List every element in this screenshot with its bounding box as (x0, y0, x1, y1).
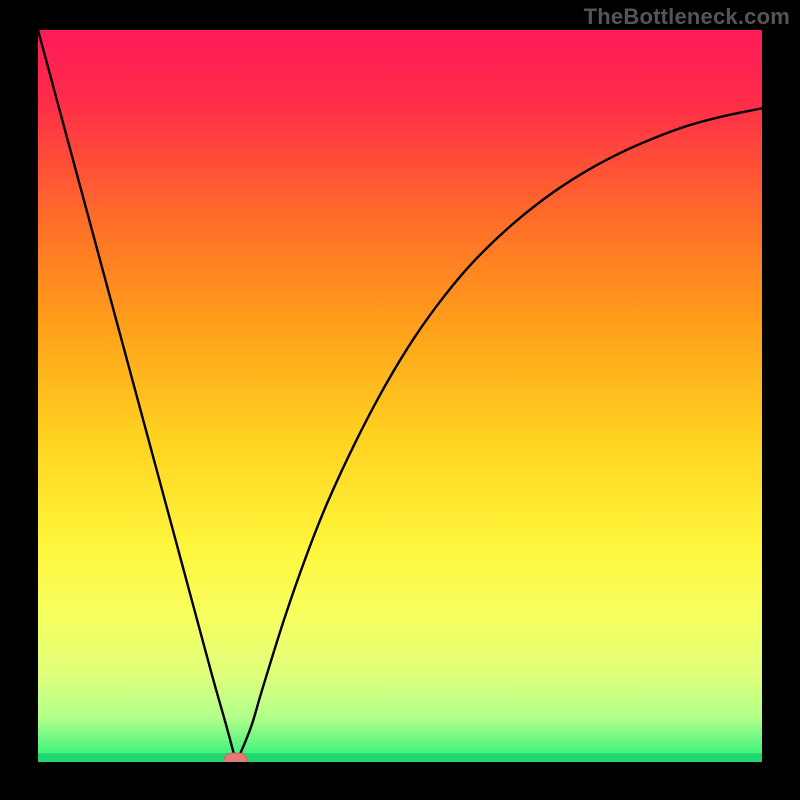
gradient-background (38, 30, 762, 762)
outer-frame: TheBottleneck.com (0, 0, 800, 800)
plot-svg (38, 30, 762, 762)
plot-area (38, 30, 762, 762)
bottom-green-band (38, 753, 762, 762)
watermark-text: TheBottleneck.com (584, 4, 790, 30)
optimal-point-marker (224, 753, 247, 762)
